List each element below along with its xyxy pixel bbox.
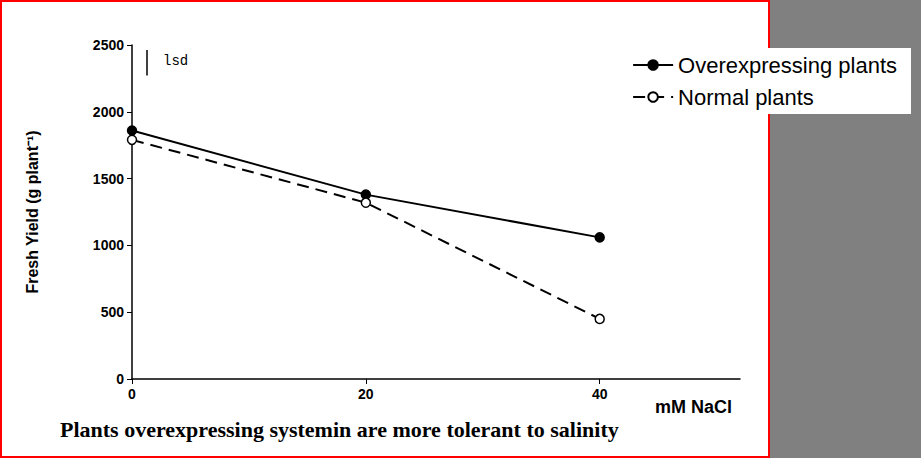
svg-text:Normal plants: Normal plants — [678, 85, 814, 110]
svg-text:Fresh Yield (g plant⁻¹): Fresh Yield (g plant⁻¹) — [24, 130, 41, 293]
svg-text:40: 40 — [592, 386, 608, 402]
svg-text:mM NaCl: mM NaCl — [655, 397, 732, 417]
svg-text:lsd: lsd — [163, 53, 188, 69]
svg-text:2000: 2000 — [93, 104, 124, 120]
svg-text:1000: 1000 — [93, 237, 124, 253]
svg-text:Plants overexpressing systemin: Plants overexpressing systemin are more … — [60, 417, 619, 442]
svg-text:0: 0 — [128, 386, 136, 402]
svg-text:1500: 1500 — [93, 171, 124, 187]
svg-text:2500: 2500 — [93, 37, 124, 53]
svg-text:0: 0 — [116, 371, 124, 387]
svg-text:500: 500 — [101, 304, 125, 320]
svg-text:Overexpressing plants: Overexpressing plants — [678, 53, 897, 78]
svg-text:20: 20 — [358, 386, 374, 402]
